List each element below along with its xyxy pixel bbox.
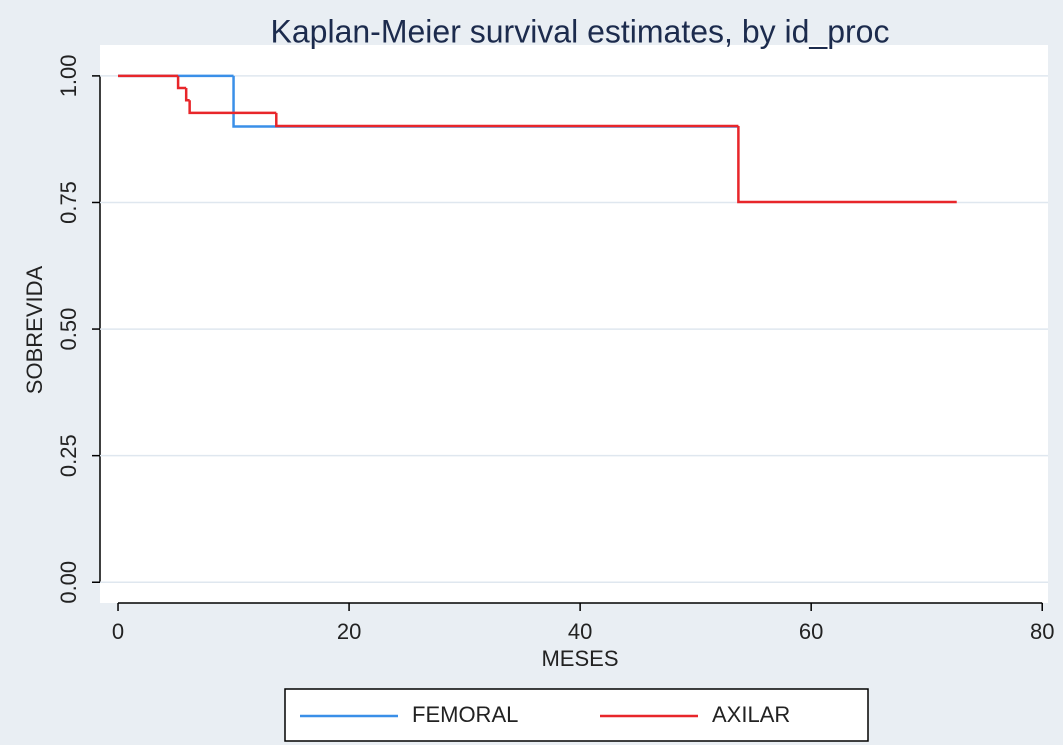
x-tick-label: 60 — [799, 619, 823, 644]
survival-step — [176, 75, 187, 90]
x-tick-label: 80 — [1030, 619, 1054, 644]
x-tick-label: 20 — [337, 619, 361, 644]
survival-step — [275, 112, 739, 128]
chart-title: Kaplan-Meier survival estimates, by id_p… — [271, 13, 890, 49]
y-axis-title: SOBREVIDA — [22, 265, 47, 394]
y-tick-label: 0.25 — [56, 434, 81, 477]
x-tick-label: 0 — [112, 619, 124, 644]
legend-label: AXILAR — [712, 702, 790, 727]
y-tick-label: 1.00 — [56, 54, 81, 97]
x-tick-label: 40 — [568, 619, 592, 644]
y-tick-label: 0.50 — [56, 308, 81, 351]
survival-step — [184, 88, 190, 102]
x-axis-title: MESES — [541, 646, 618, 671]
survival-step — [188, 100, 277, 115]
y-tick-label: 0.00 — [56, 561, 81, 604]
y-tick-label: 0.75 — [56, 181, 81, 224]
legend-label: FEMORAL — [412, 702, 518, 727]
plot-area — [100, 45, 1048, 603]
survival-step — [737, 126, 957, 204]
